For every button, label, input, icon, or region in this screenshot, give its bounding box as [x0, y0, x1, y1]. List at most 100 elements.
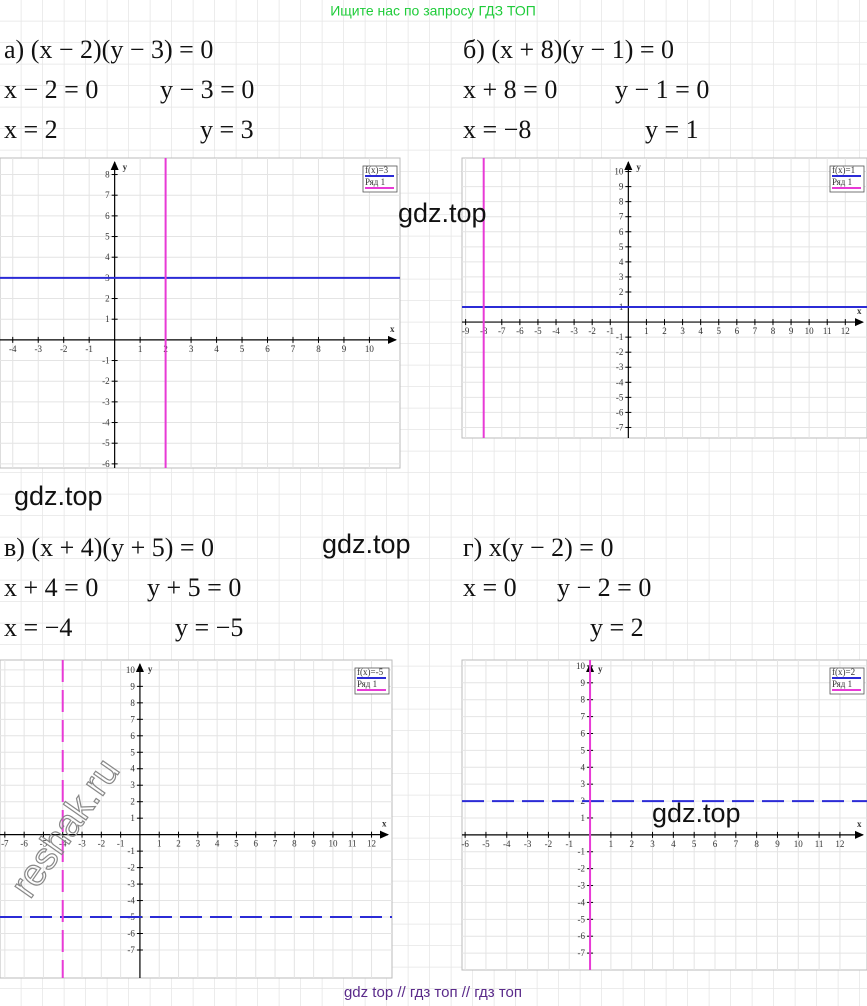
x-tick-label: -2 — [588, 326, 596, 336]
x-tick-label: -7 — [498, 326, 506, 336]
watermark: gdz.top — [14, 481, 103, 511]
y-tick-label: -7 — [578, 948, 586, 958]
y-tick-label: -1 — [578, 847, 586, 857]
x-tick-label: 11 — [823, 326, 832, 336]
x-axis-label: x — [857, 819, 862, 829]
y-tick-label: 6 — [619, 227, 624, 237]
x-tick-label: 7 — [753, 326, 758, 336]
legend-label: Ряд 1 — [832, 177, 852, 187]
watermark: gdz.top — [652, 798, 741, 828]
header: Ищите нас по запросу ГДЗ ТОП — [330, 3, 536, 19]
x-tick-label: 3 — [189, 344, 194, 354]
y-tick-label: 9 — [130, 681, 135, 691]
step-left: x = 2 — [4, 115, 58, 144]
y-tick-label: -3 — [127, 879, 135, 889]
y-tick-label: 8 — [581, 695, 586, 705]
y-tick-label: 4 — [581, 762, 586, 772]
x-tick-label: 5 — [234, 839, 239, 849]
x-tick-label: 10 — [328, 839, 338, 849]
y-tick-label: 7 — [581, 712, 586, 722]
y-tick-label: 7 — [619, 212, 624, 222]
x-axis-label: x — [390, 324, 395, 334]
graph-area — [0, 157, 401, 469]
x-arrow — [380, 830, 389, 839]
x-tick-label: -6 — [20, 839, 28, 849]
y-tick-label: 5 — [130, 747, 135, 757]
x-axis-label: x — [382, 819, 387, 829]
y-tick-label: 2 — [130, 797, 135, 807]
legend-label: Ряд 1 — [365, 177, 385, 187]
x-tick-label: -4 — [9, 344, 17, 354]
graph: -4-3-2-112345678910-6-5-4-3-2-112345678x… — [0, 157, 401, 469]
step-right: y = −5 — [175, 613, 243, 642]
x-tick-label: 6 — [265, 344, 270, 354]
y-tick-label: 4 — [105, 252, 110, 262]
x-tick-label: 6 — [713, 839, 718, 849]
x-tick-label: -4 — [552, 326, 560, 336]
y-tick-label: 8 — [619, 197, 624, 207]
y-tick-label: 5 — [105, 232, 110, 242]
y-tick-label: -4 — [578, 897, 586, 907]
y-tick-label: -6 — [616, 407, 624, 417]
step-left: x + 4 = 0 — [4, 573, 98, 602]
step-right: y = 1 — [645, 115, 699, 144]
y-tick-label: 7 — [130, 714, 135, 724]
legend-label: f(x)=-5 — [357, 667, 384, 677]
y-tick-label: -5 — [616, 392, 624, 402]
y-tick-label: 4 — [619, 257, 624, 267]
graph-area — [461, 659, 867, 971]
x-tick-label: 6 — [253, 839, 258, 849]
y-arrow — [135, 663, 144, 672]
x-tick-label: 7 — [291, 344, 296, 354]
y-axis-label: y — [123, 162, 128, 172]
y-tick-label: -4 — [102, 418, 110, 428]
step-left: x = 0 — [463, 573, 517, 602]
x-tick-label: -3 — [34, 344, 42, 354]
x-tick-label: 9 — [775, 839, 780, 849]
step-left: x = −8 — [463, 115, 531, 144]
x-tick-label: -6 — [516, 326, 524, 336]
x-tick-label: 10 — [805, 326, 815, 336]
y-tick-label: -1 — [616, 332, 624, 342]
y-tick-label: 9 — [619, 182, 624, 192]
step-right: y − 1 = 0 — [615, 75, 709, 104]
step-right: y + 5 = 0 — [147, 573, 241, 602]
y-tick-label: 5 — [581, 745, 586, 755]
y-tick-label: -5 — [578, 914, 586, 924]
x-tick-label: 1 — [609, 839, 614, 849]
x-tick-label: 8 — [316, 344, 321, 354]
graph: -9-8-7-6-5-4-3-2-1123456789101112-7-6-5-… — [461, 157, 867, 439]
x-tick-label: 12 — [841, 326, 850, 336]
x-tick-label: -2 — [545, 839, 553, 849]
x-axis-label: x — [857, 306, 862, 316]
y-tick-label: -3 — [616, 362, 624, 372]
legend-label: Ряд 1 — [832, 679, 852, 689]
y-tick-label: 3 — [130, 780, 135, 790]
x-tick-label: 4 — [214, 344, 219, 354]
step-left: x + 8 = 0 — [463, 75, 557, 104]
graph: -6 -5 -4 -3 -2 -1 1 2 3 4 5 6 7 8 9 10 11 12-7-6-5-4-3-2-… — [461, 659, 867, 971]
x-tick-label: 9 — [342, 344, 347, 354]
x-tick-label: 12 — [835, 839, 844, 849]
x-tick-label: 8 — [771, 326, 776, 336]
equation: г) x(y − 2) = 0 — [463, 533, 613, 562]
x-tick-label: 11 — [815, 839, 824, 849]
legend-label: Ряд 1 — [357, 679, 377, 689]
footer: gdz top // гдз топ // гдз топ — [344, 984, 522, 1001]
x-tick-label: 1 — [138, 344, 143, 354]
x-tick-label: -1 — [607, 326, 615, 336]
x-arrow — [388, 335, 397, 344]
y-tick-label: -6 — [578, 931, 586, 941]
x-tick-label: 4 — [698, 326, 703, 336]
y-arrow — [624, 161, 633, 170]
y-tick-label: -3 — [102, 397, 110, 407]
x-tick-label: 11 — [348, 839, 357, 849]
y-tick-label: 5 — [619, 242, 624, 252]
x-tick-label: 7 — [734, 839, 739, 849]
y-tick-label: 9 — [581, 678, 586, 688]
watermark: gdz.top — [398, 198, 487, 228]
y-tick-label: 4 — [130, 764, 135, 774]
y-tick-label: 1 — [581, 813, 586, 823]
equation: в) (x + 4)(y + 5) = 0 — [4, 533, 214, 562]
